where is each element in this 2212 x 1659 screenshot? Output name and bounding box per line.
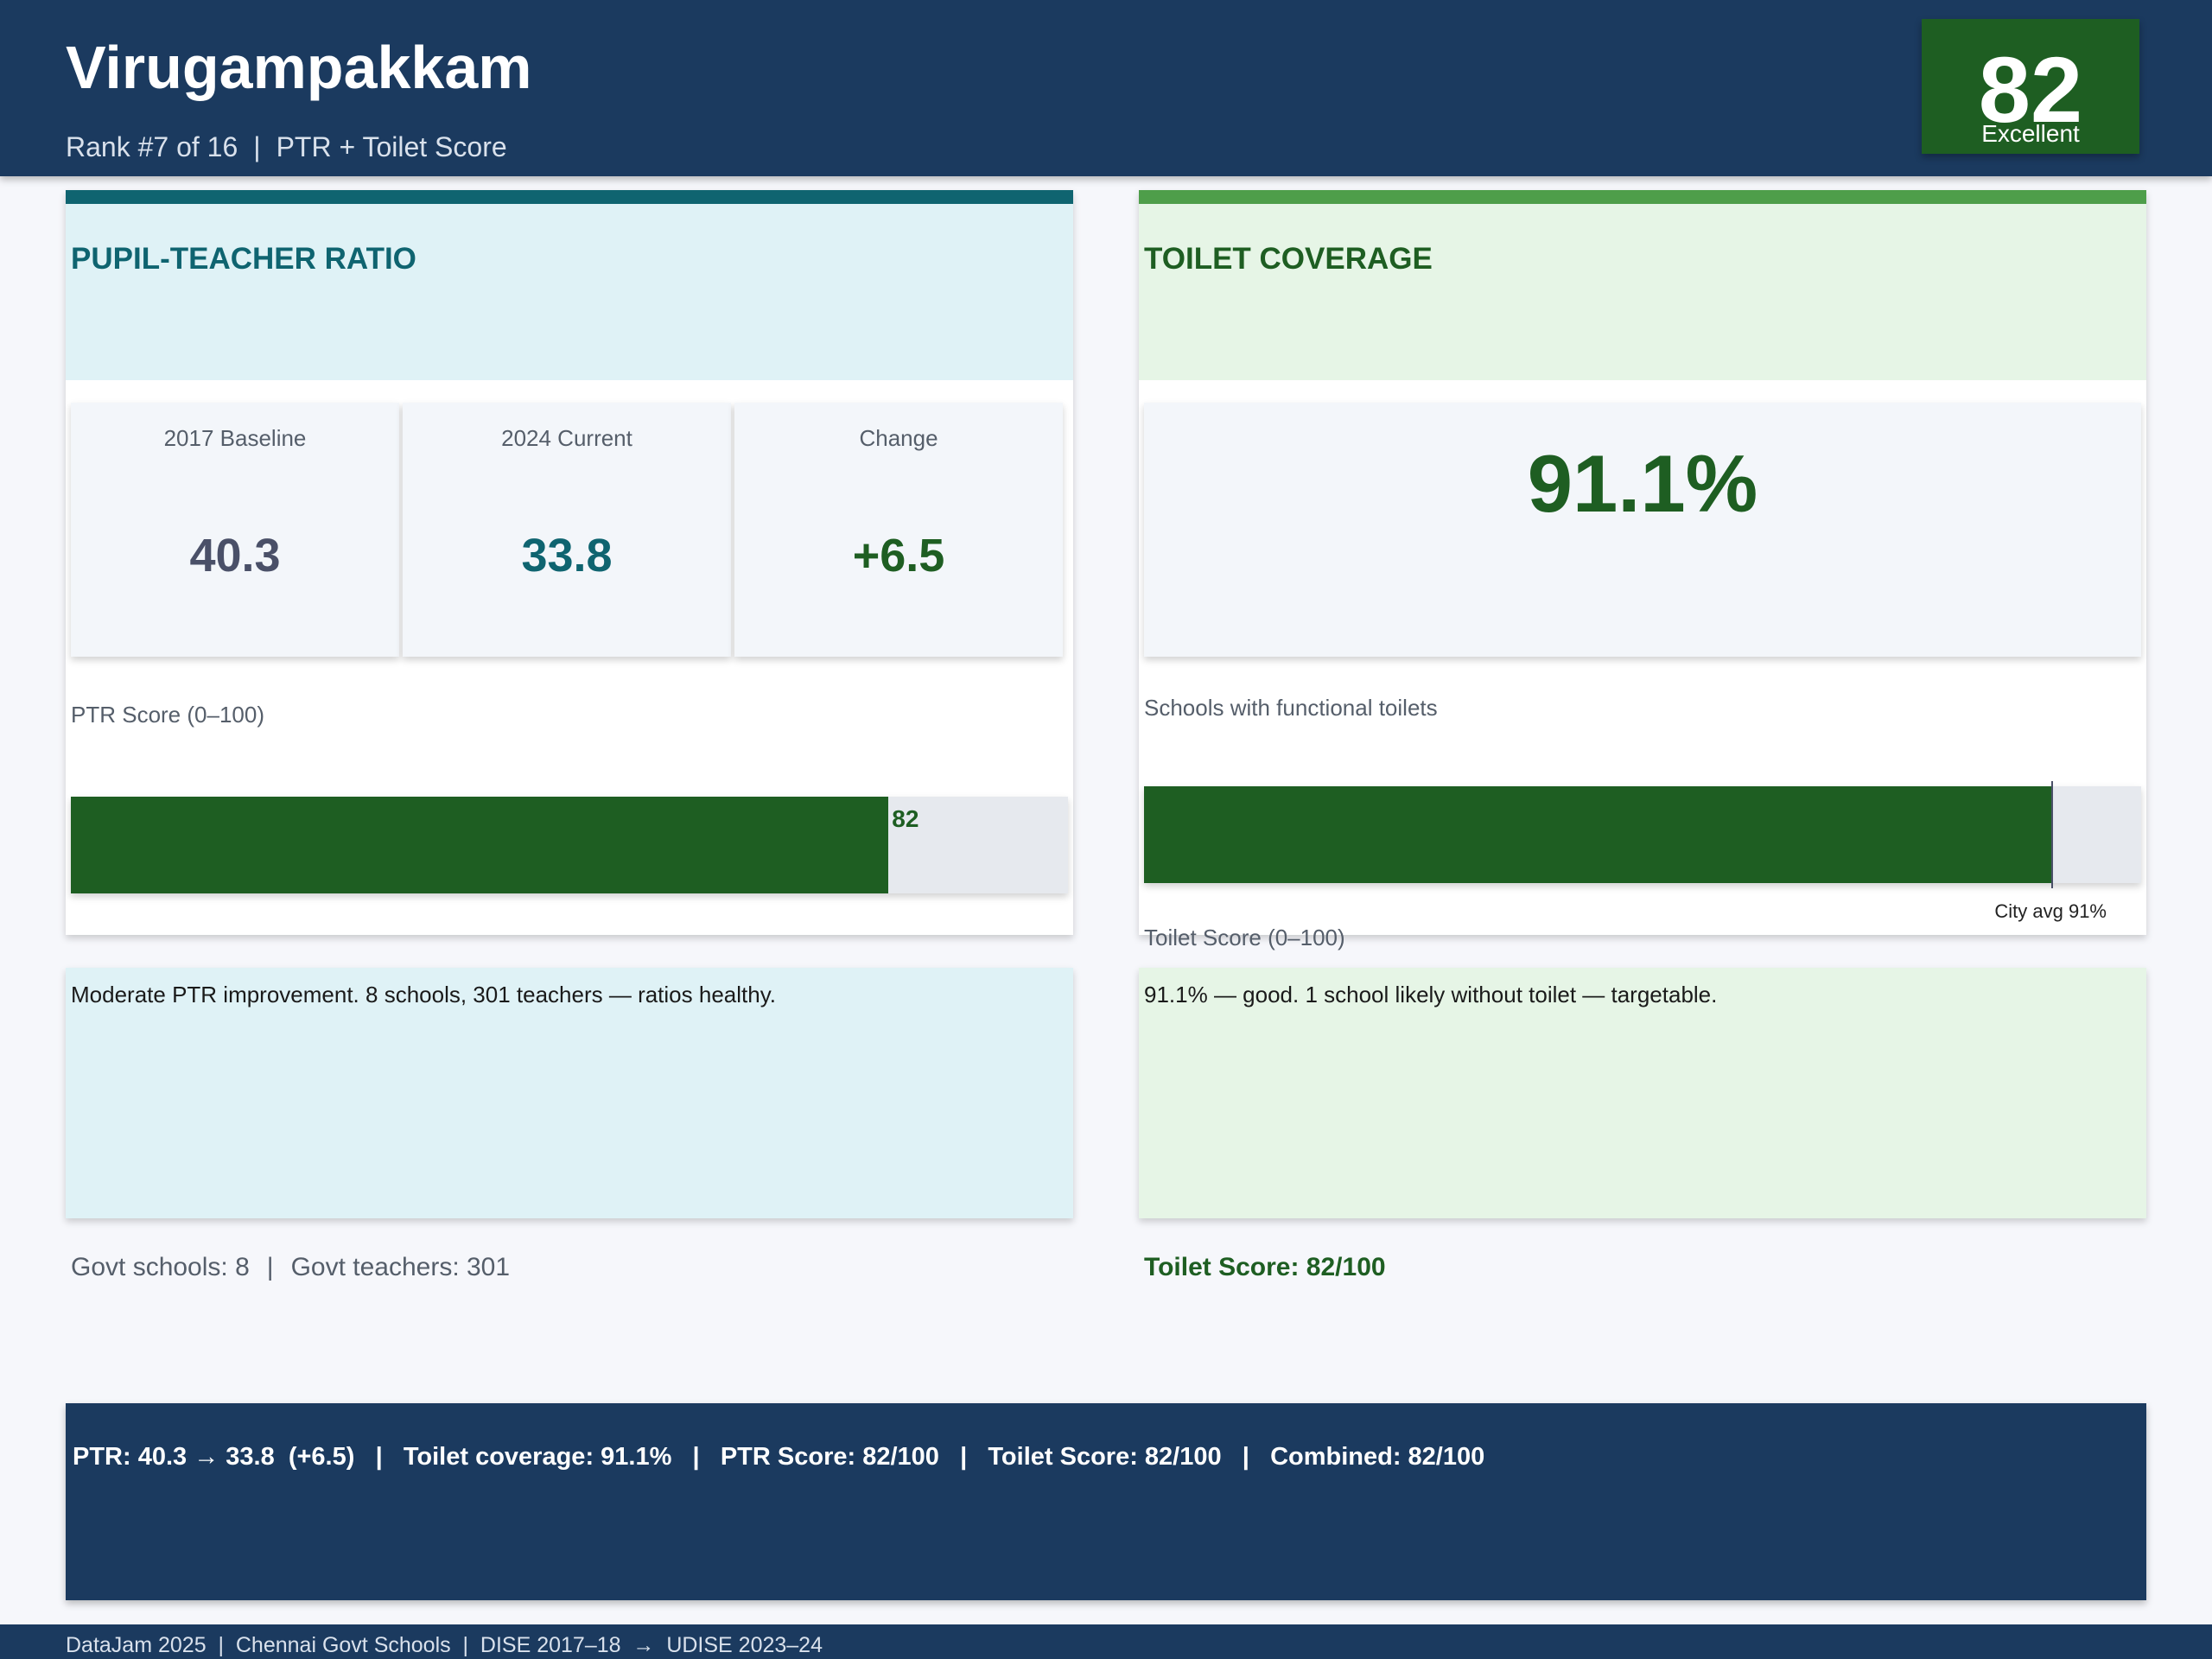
toilet-caption: Schools with functional toilets [1144, 695, 1438, 721]
ptr-panel: PUPIL-TEACHER RATIO 2017 Baseline 40.3 2… [66, 190, 1073, 935]
score-type-text: PTR + Toilet Score [276, 131, 507, 162]
footer-credits: DataJam 2025 | Chennai Govt Schools | DI… [66, 1633, 823, 1657]
ptr-panel-title: PUPIL-TEACHER RATIO [71, 242, 416, 276]
overall-score-value: 82 [1978, 37, 2083, 142]
toilet-score-label: Toilet Score (0–100) [1144, 925, 1345, 950]
footer-bar: DataJam 2025 | Chennai Govt Schools | DI… [0, 1624, 2212, 1659]
rank-text: Rank #7 of 16 [66, 131, 238, 162]
toilet-coverage-card: 91.1% [1144, 403, 2141, 657]
toilet-coverage-fill [1144, 786, 2053, 883]
ptr-footer-stats: Govt schools: 8 | Govt teachers: 301 [71, 1253, 510, 1282]
ptr-baseline-value: 40.3 [189, 530, 281, 582]
ptr-score-value: 82 [892, 805, 919, 832]
toilet-panel: TOILET COVERAGE 91.1% Schools with funct… [1139, 190, 2146, 950]
overall-score-rating: Excellent [1981, 120, 2080, 147]
ptr-change-label: Change [859, 425, 938, 451]
ptr-note-box: Moderate PTR improvement. 8 schools, 301… [66, 968, 1073, 1218]
ptr-note-text: Moderate PTR improvement. 8 schools, 301… [71, 982, 777, 1007]
toilet-score-footer: Toilet Score: 82/100 [1144, 1253, 1386, 1281]
city-avg-label: City avg 91% [1994, 900, 2107, 922]
ptr-current-card: 2024 Current 33.8 [403, 403, 731, 657]
toilet-panel-title: TOILET COVERAGE [1144, 242, 1433, 276]
city-avg-marker [2051, 781, 2054, 888]
toilet-panel-accent [1139, 190, 2146, 204]
govt-schools-count: Govt schools: 8 [71, 1253, 250, 1281]
ptr-score-fill [71, 797, 889, 893]
ptr-change-value: +6.5 [852, 530, 945, 582]
subtitle-separator: | [253, 131, 261, 162]
overall-score-badge: 82 Excellent [1922, 19, 2139, 154]
ptr-current-label: 2024 Current [501, 425, 632, 451]
page-subtitle: Rank #7 of 16 | PTR + Toilet Score [66, 131, 507, 163]
ptr-current-value: 33.8 [521, 530, 613, 582]
toilet-panel-header: TOILET COVERAGE [1139, 204, 2146, 380]
footer-stats-separator: | [266, 1253, 274, 1281]
ptr-baseline-card: 2017 Baseline 40.3 [71, 403, 399, 657]
summary-banner: PTR: 40.3 → 33.8 (+6.5) | Toilet coverag… [66, 1403, 2146, 1600]
ptr-panel-accent [66, 190, 1073, 204]
ptr-score-label: PTR Score (0–100) [71, 702, 264, 728]
govt-teachers-count: Govt teachers: 301 [290, 1253, 511, 1281]
ptr-panel-header: PUPIL-TEACHER RATIO [66, 204, 1073, 380]
ptr-change-card: Change +6.5 [734, 403, 1063, 657]
toilet-coverage-track [1144, 781, 2141, 888]
page-title: Virugampakkam [66, 34, 532, 101]
toilet-coverage-value: 91.1% [1527, 438, 1758, 529]
header-bar: Virugampakkam Rank #7 of 16 | PTR + Toilet… [0, 0, 2212, 176]
summary-text: PTR: 40.3 → 33.8 (+6.5) | Toilet coverag… [73, 1443, 1485, 1471]
toilet-note-text: 91.1% — good. 1 school likely without to… [1144, 982, 1718, 1007]
ptr-baseline-label: 2017 Baseline [163, 425, 307, 451]
ptr-score-track: 82 [71, 797, 1068, 893]
toilet-note-box: 91.1% — good. 1 school likely without to… [1139, 968, 2146, 1218]
